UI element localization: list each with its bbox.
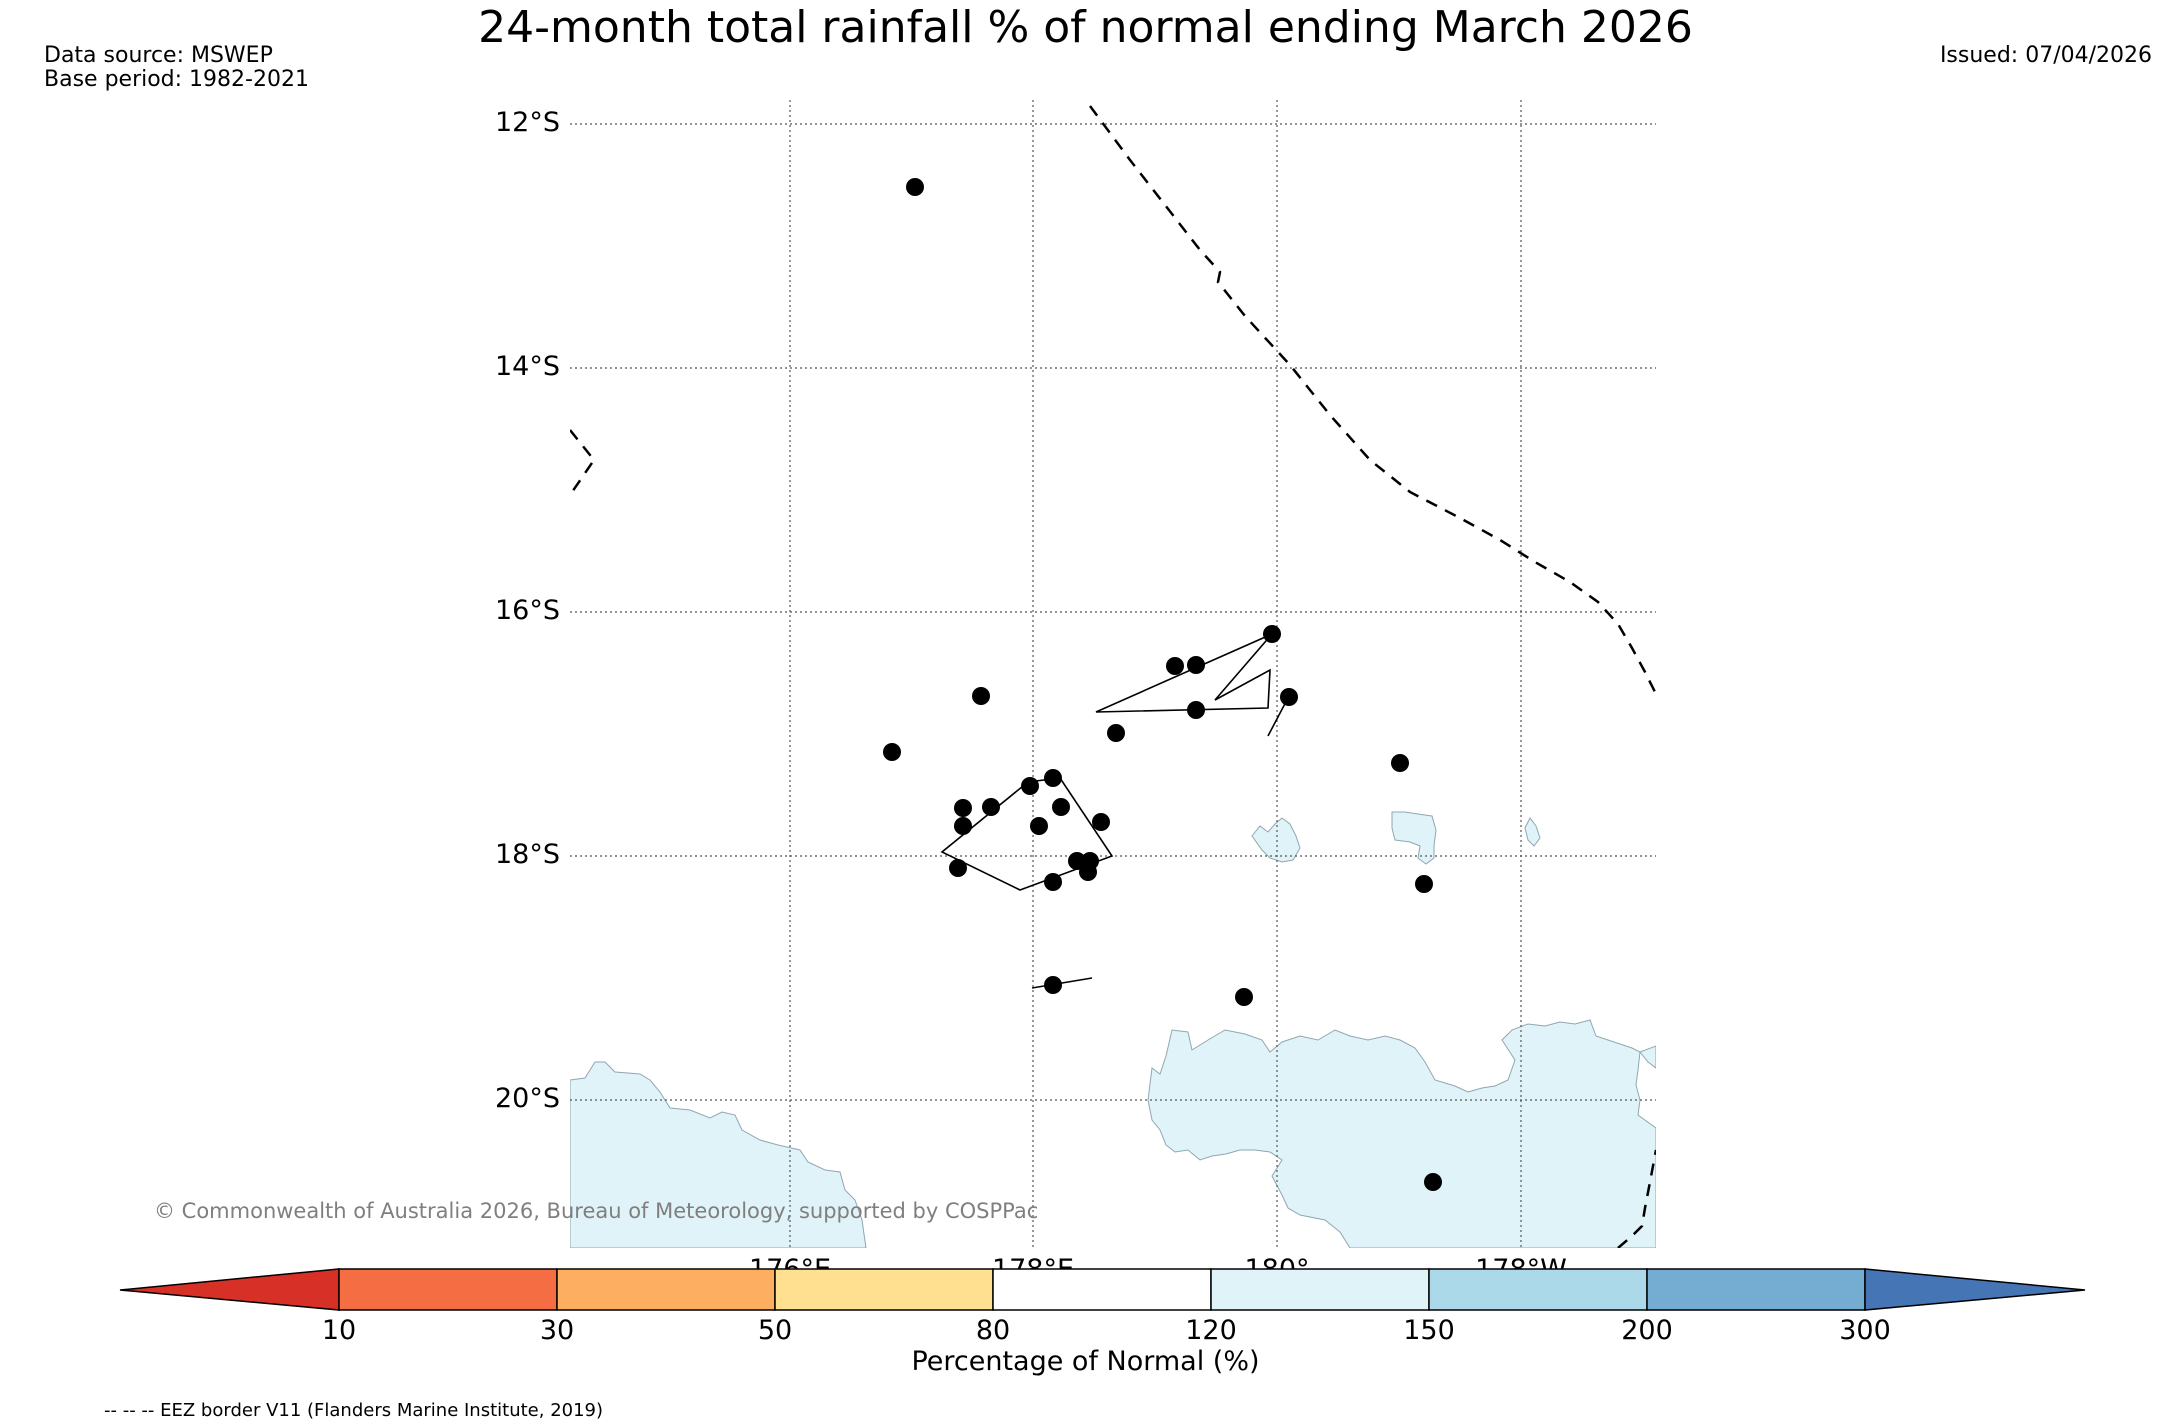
lat-label-20s: 20°S [495, 1083, 560, 1114]
land-southwest [570, 1061, 867, 1248]
station-dot [1263, 625, 1281, 643]
lat-label-18s: 18°S [495, 839, 560, 870]
issued-date-label: Issued: 07/04/2026 [1939, 43, 2152, 68]
station-dot [1030, 817, 1048, 835]
station-dot [1044, 769, 1062, 787]
colorbar-segment-above-300 [1864, 1268, 2086, 1311]
land-island-a [1251, 817, 1301, 863]
station-dot [954, 799, 972, 817]
data-source-label: Data source: MSWEP [44, 43, 273, 68]
station-dot [1079, 863, 1097, 881]
station-dot [1424, 1173, 1442, 1191]
colorbar-tick-30: 30 [539, 1315, 575, 1346]
eez-border-legend-note: -- -- -- EEZ border V11 (Flanders Marine… [104, 1400, 604, 1421]
lat-label-14s: 14°S [495, 351, 560, 382]
colorbar-tick-50: 50 [757, 1315, 793, 1346]
outline-south-segment [1031, 977, 1093, 989]
station-dot [1415, 875, 1433, 893]
station-dot [1391, 754, 1409, 772]
colorbar-tick-150: 150 [1403, 1315, 1455, 1346]
station-dot [1044, 873, 1062, 891]
copyright-notice: © Commonwealth of Australia 2026, Bureau… [154, 1199, 1039, 1223]
land-vanua-levu-south [1147, 1019, 1656, 1248]
map-title: 24-month total rainfall % of normal endi… [478, 2, 1693, 53]
eez-border-north [1088, 105, 1656, 695]
station-dot [1235, 988, 1253, 1006]
colorbar-segment-80-120 [992, 1268, 1212, 1311]
station-dot [1280, 688, 1298, 706]
colorbar-tick-80: 80 [975, 1315, 1011, 1346]
lat-label-16s: 16°S [495, 595, 560, 626]
colorbar [119, 1268, 2086, 1311]
colorbar-segment-50-80 [774, 1268, 994, 1311]
station-dot [1187, 656, 1205, 674]
colorbar-title: Percentage of Normal (%) [911, 1346, 1260, 1377]
eez-border [570, 105, 1656, 1248]
colorbar-segment-below-10 [119, 1268, 340, 1311]
station-dot [972, 687, 990, 705]
station-dot [1166, 657, 1184, 675]
station-dot [954, 817, 972, 835]
colorbar-tick-120: 120 [1185, 1315, 1237, 1346]
station-dot [1044, 976, 1062, 994]
station-dot [1052, 798, 1070, 816]
colorbar-segment-200-300 [1646, 1268, 1866, 1311]
station-dot [982, 798, 1000, 816]
land-island-c [1524, 817, 1541, 847]
land-coast-east [1639, 1045, 1656, 1069]
station-dot [1021, 777, 1039, 795]
land-masses [570, 811, 1656, 1248]
station-dot [883, 743, 901, 761]
station-dots [883, 178, 1442, 1191]
station-dot [1107, 724, 1125, 742]
graticule [570, 100, 1656, 1248]
colorbar-tick-200: 200 [1621, 1315, 1673, 1346]
land-island-b [1391, 811, 1437, 865]
colorbar-tick-300: 300 [1839, 1315, 1891, 1346]
base-period-label: Base period: 1982-2021 [44, 67, 309, 92]
colorbar-segment-30-50 [556, 1268, 776, 1311]
station-dot [1092, 813, 1110, 831]
colorbar-segment-150-200 [1428, 1268, 1648, 1311]
colorbar-segment-10-30 [338, 1268, 558, 1311]
station-dot [1068, 852, 1086, 870]
colorbar-segment-120-150 [1210, 1268, 1430, 1311]
eez-border-west [570, 429, 596, 496]
station-dot [906, 178, 924, 196]
station-dot [1187, 701, 1205, 719]
lat-label-12s: 12°S [495, 107, 560, 138]
outline-north-group [1095, 633, 1273, 713]
station-dot [949, 859, 967, 877]
colorbar-tick-10: 10 [321, 1315, 357, 1346]
